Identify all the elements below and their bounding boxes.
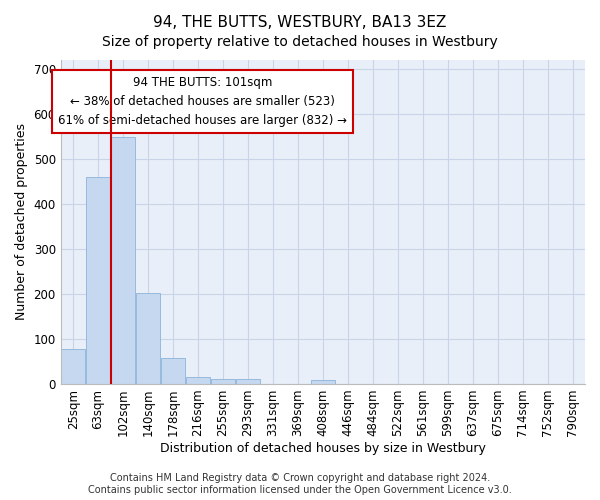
Bar bbox=[86, 177, 110, 384]
Bar bbox=[161, 358, 185, 384]
Bar bbox=[61, 349, 85, 384]
Text: 94, THE BUTTS, WESTBURY, BA13 3EZ: 94, THE BUTTS, WESTBURY, BA13 3EZ bbox=[154, 15, 446, 30]
Bar bbox=[236, 380, 260, 384]
Text: Contains HM Land Registry data © Crown copyright and database right 2024.
Contai: Contains HM Land Registry data © Crown c… bbox=[88, 474, 512, 495]
Bar bbox=[311, 380, 335, 384]
Bar bbox=[111, 138, 135, 384]
Bar bbox=[186, 377, 210, 384]
Text: Size of property relative to detached houses in Westbury: Size of property relative to detached ho… bbox=[102, 35, 498, 49]
Y-axis label: Number of detached properties: Number of detached properties bbox=[15, 124, 28, 320]
Text: 94 THE BUTTS: 101sqm
← 38% of detached houses are smaller (523)
61% of semi-deta: 94 THE BUTTS: 101sqm ← 38% of detached h… bbox=[58, 76, 347, 127]
X-axis label: Distribution of detached houses by size in Westbury: Distribution of detached houses by size … bbox=[160, 442, 486, 455]
Bar bbox=[136, 292, 160, 384]
Bar bbox=[211, 380, 235, 384]
